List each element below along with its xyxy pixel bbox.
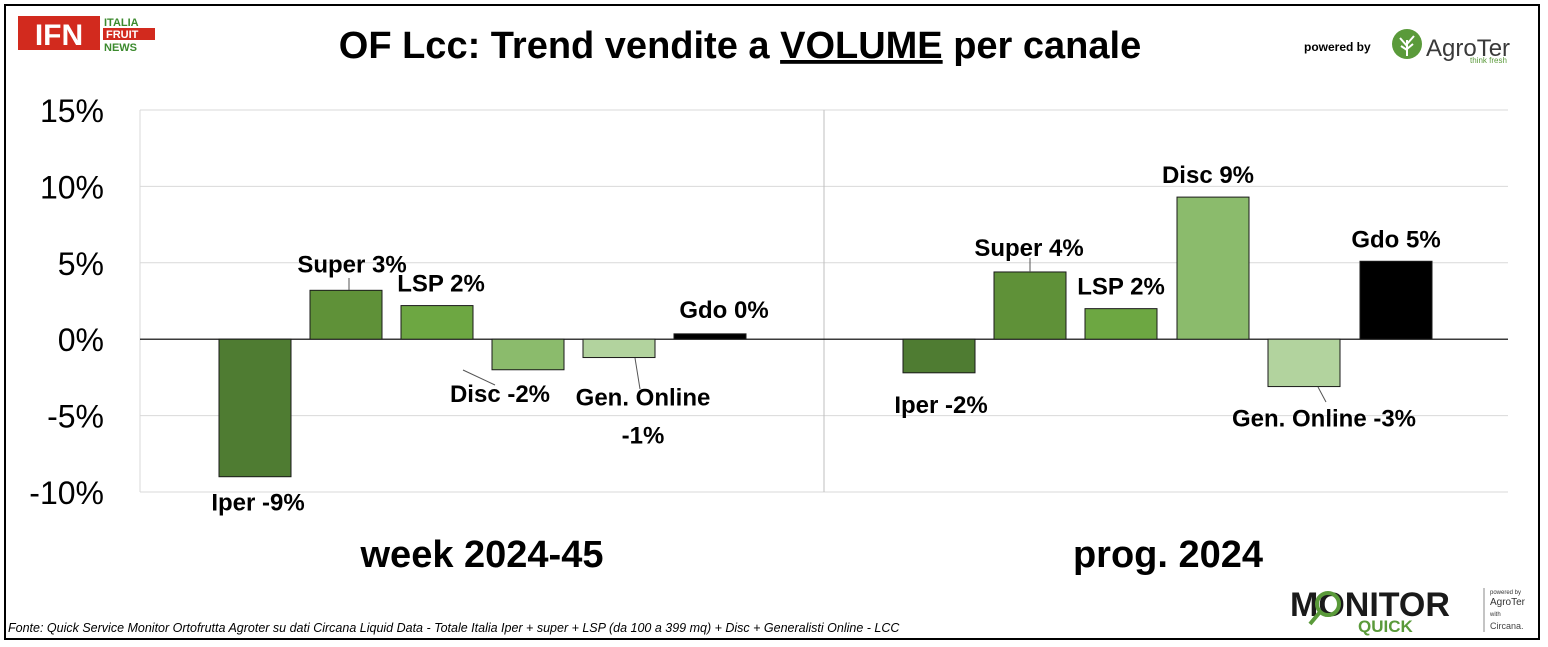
- y-tick-label: 0%: [58, 322, 104, 358]
- source-note: Fonte: Quick Service Monitor Ortofrutta …: [8, 621, 900, 635]
- bar: [1267, 338, 1341, 388]
- label-leader-line: [634, 357, 641, 390]
- panel-labels: week 2024-45 prog. 2024: [360, 534, 1264, 576]
- y-tick-label: 15%: [40, 93, 104, 129]
- y-tick-label: 10%: [40, 169, 104, 205]
- y-tick-label: -5%: [47, 399, 104, 435]
- bar-label: Super 4%: [974, 235, 1083, 262]
- chart-title: OF Lcc: Trend vendite a VOLUME per canal…: [339, 25, 1141, 67]
- bar: [491, 338, 565, 371]
- title-prefix: OF Lcc: Trend vendite a: [339, 25, 780, 67]
- title-emphasis: VOLUME: [780, 25, 943, 67]
- bar-label: Iper -2%: [894, 392, 987, 419]
- quick-wordmark: QUICK: [1358, 617, 1414, 636]
- bar-label: LSP 2%: [1077, 274, 1165, 301]
- bar: [993, 271, 1067, 340]
- bar-label: Disc -2%: [450, 381, 550, 408]
- tree-branches-icon: [1399, 35, 1415, 56]
- magnifier-icon: [1315, 591, 1341, 617]
- ifn-logo-line2: FRUIT: [106, 29, 139, 41]
- bar: [673, 333, 747, 340]
- bar-label: Gen. Online -1%: [576, 385, 711, 450]
- bar: [1176, 196, 1250, 340]
- bar: [400, 305, 474, 340]
- monitor-quick-logo: MONITOR QUICK powered by AgroTer with Ci…: [1290, 586, 1526, 636]
- ifn-logo-letters: IFN: [35, 19, 83, 52]
- bar: [1359, 260, 1433, 340]
- bar: [1084, 308, 1158, 340]
- bar-label: Gdo 0%: [679, 297, 768, 324]
- magnifier-handle-icon: [1308, 610, 1322, 626]
- bar-label: Gdo 5%: [1351, 226, 1440, 253]
- y-axis-ticks: 15% 10% 5% 0% -5% -10%: [29, 93, 104, 511]
- y-tick-label: -10%: [29, 475, 104, 511]
- ifn-logo-band: [103, 28, 155, 40]
- bar-label: Super 3%: [297, 251, 406, 278]
- ifn-logo-background: [18, 16, 100, 50]
- panel-label: week 2024-45: [360, 534, 604, 576]
- agroter-wordmark: AgroTer: [1426, 35, 1510, 62]
- ifn-logo-line3: NEWS: [104, 42, 137, 54]
- agroter-tagline: think fresh: [1470, 56, 1507, 65]
- panel-label: prog. 2024: [1073, 534, 1263, 576]
- y-tick-label: 5%: [58, 246, 104, 282]
- bar: [309, 289, 383, 340]
- ifn-logo-line1: ITALIA: [104, 17, 139, 29]
- agroter-logo: powered by AgroTer think fresh: [1304, 29, 1510, 65]
- bar-label: Iper -9%: [211, 490, 304, 517]
- bar-labels: Iper -9%Super 3%LSP 2%Disc -2% Gen. Onlin…: [211, 162, 1440, 517]
- bar: [218, 338, 292, 478]
- small-powered-by: powered by: [1490, 590, 1521, 596]
- small-with: with: [1489, 612, 1501, 618]
- bar: [582, 338, 656, 359]
- circana-wordmark: Circana.: [1490, 621, 1524, 631]
- powered-by-label: powered by: [1304, 40, 1371, 54]
- bar: [902, 338, 976, 374]
- label-leader-line: [1317, 386, 1327, 403]
- bars: [218, 196, 1433, 478]
- ifn-logo: IFN ITALIA FRUIT NEWS: [18, 16, 155, 54]
- bar-label: LSP 2%: [397, 271, 485, 298]
- label-leader-line: [462, 369, 496, 386]
- small-agroter: AgroTer: [1490, 597, 1526, 608]
- bar-label: Gen. Online -3%: [1232, 406, 1416, 433]
- bar-label: Disc 9%: [1162, 162, 1254, 189]
- title-suffix: per canale: [943, 25, 1142, 67]
